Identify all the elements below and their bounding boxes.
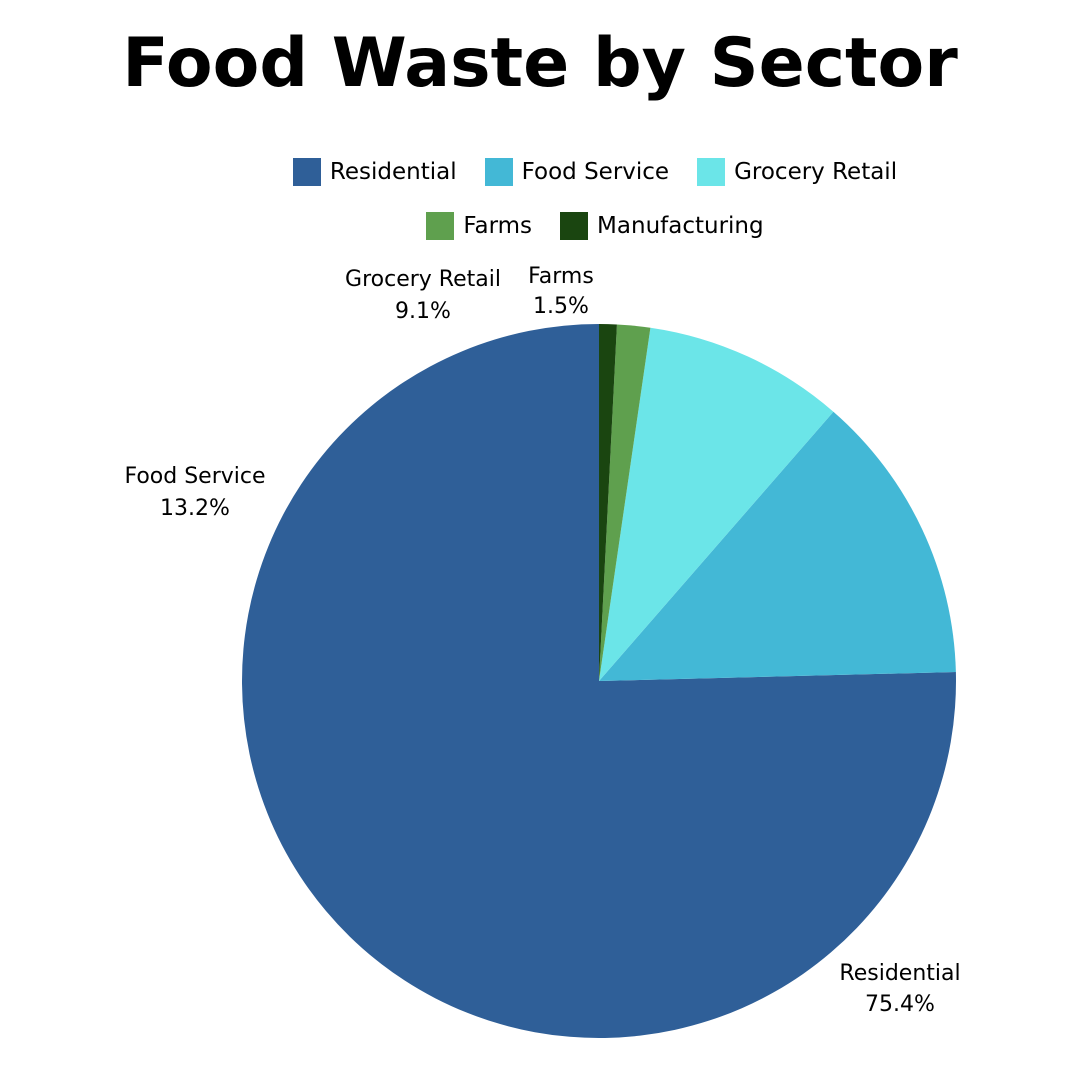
pie-slice-farms [599,324,651,681]
slice-value-food-service: 13.2% [160,496,230,521]
slice-label-residential: Residential [839,961,960,986]
legend-swatch-food-service [484,158,513,186]
pie-slice-manufacturing [599,324,617,681]
slice-value-grocery-retail: 9.1% [395,299,451,324]
legend-row-1: Residential Food Service Grocery Retail [0,156,1080,188]
legend-item-farms: Farms [426,210,532,242]
slice-label-food-service: Food Service [124,464,265,489]
pie-slices [242,324,957,1038]
pie-slice-labels: Residential 75.4% Food Service 13.2% Grocery… [124,264,960,1017]
slice-label-farms: Farms [528,264,594,289]
legend-label-manufacturing: Manufacturing [597,213,764,239]
legend-item-food-service: Food Service [484,156,670,188]
legend-item-residential: Residential [292,156,457,188]
chart-title: Food Waste by Sector [122,24,958,103]
legend-label-grocery-retail: Grocery Retail [734,159,898,185]
legend-label-farms: Farms [463,213,533,239]
legend-label-food-service: Food Service [521,159,670,185]
legend-item-grocery-retail: Grocery Retail [697,156,897,188]
legend-swatch-grocery-retail [697,158,726,186]
slice-value-farms: 1.5% [533,294,589,319]
legend-swatch-manufacturing [560,212,589,240]
legend-swatch-residential [292,158,321,186]
slice-value-residential: 75.4% [865,992,935,1017]
pie-slice-food-service [599,411,956,681]
slice-label-grocery-retail: Grocery Retail [345,267,501,292]
legend-label-residential: Residential [329,159,457,185]
legend-row-2: Farms Manufacturing [0,210,1080,242]
pie-slice-grocery-retail [599,327,834,681]
legend-item-manufacturing: Manufacturing [560,210,764,242]
pie-slice-residential [242,324,957,1038]
legend-swatch-farms [426,212,455,240]
